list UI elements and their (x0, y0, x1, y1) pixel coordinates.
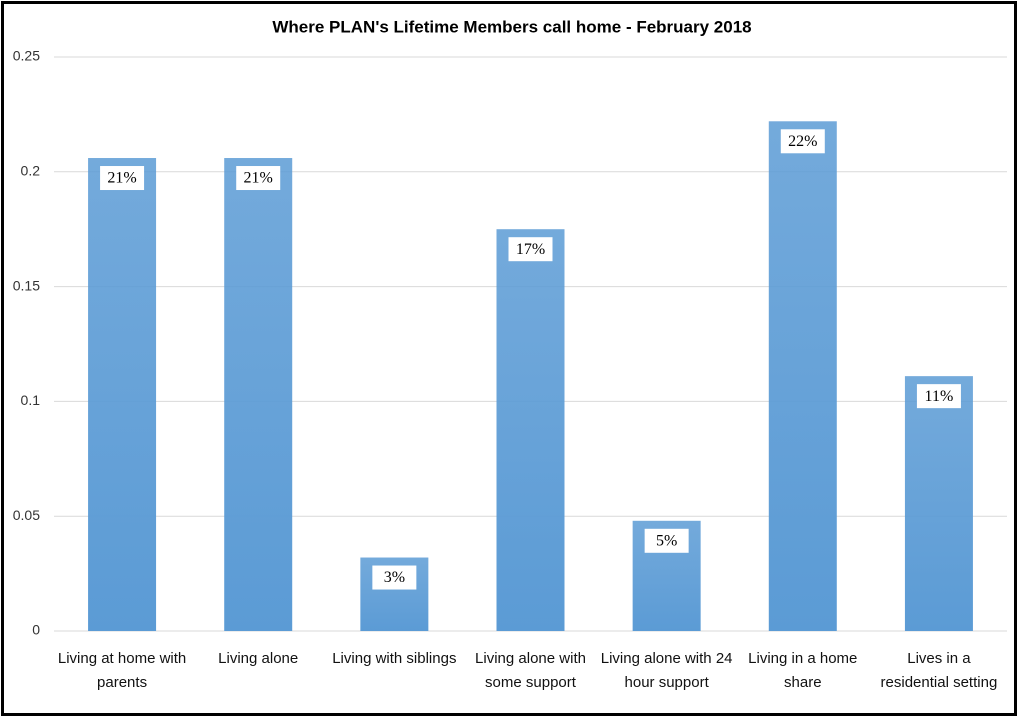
data-label: 5% (656, 532, 677, 549)
data-label-box (780, 129, 825, 154)
x-tick-label: Living in a home share (748, 650, 858, 691)
x-tick-label: Living alone with some support (475, 650, 586, 691)
bar (496, 229, 565, 631)
data-label-box (372, 565, 417, 590)
data-label: 11% (925, 388, 954, 405)
x-tick-label: Lives in a residential setting (880, 650, 998, 691)
chart-title: Where PLAN's Lifetime Members call home … (272, 17, 751, 36)
data-label-box (644, 528, 689, 553)
data-label: 21% (244, 170, 273, 187)
data-label-box (508, 237, 553, 262)
data-label: 21% (107, 170, 136, 187)
data-label-box (916, 384, 961, 409)
y-tick-label: 0.05 (13, 507, 40, 523)
x-tick-label: Living alone with 24 hour support (600, 650, 733, 691)
bar (904, 376, 973, 631)
data-label-box (236, 166, 281, 191)
bar (88, 158, 157, 632)
x-tick-label: Living alone (218, 650, 299, 667)
data-label: 17% (516, 241, 545, 258)
x-tick-label: Living with siblings (332, 650, 457, 667)
bar (768, 121, 837, 632)
data-label: 22% (788, 133, 817, 150)
y-tick-label: 0.15 (13, 277, 40, 293)
y-tick-label: 0 (32, 622, 40, 638)
bar (224, 158, 293, 632)
data-label: 3% (384, 569, 405, 586)
data-label-box (100, 166, 145, 191)
x-tick-label: Living at home with parents (57, 650, 187, 691)
y-tick-label: 0.1 (21, 392, 41, 408)
y-tick-label: 0.2 (21, 163, 41, 179)
y-tick-label: 0.25 (13, 48, 40, 64)
